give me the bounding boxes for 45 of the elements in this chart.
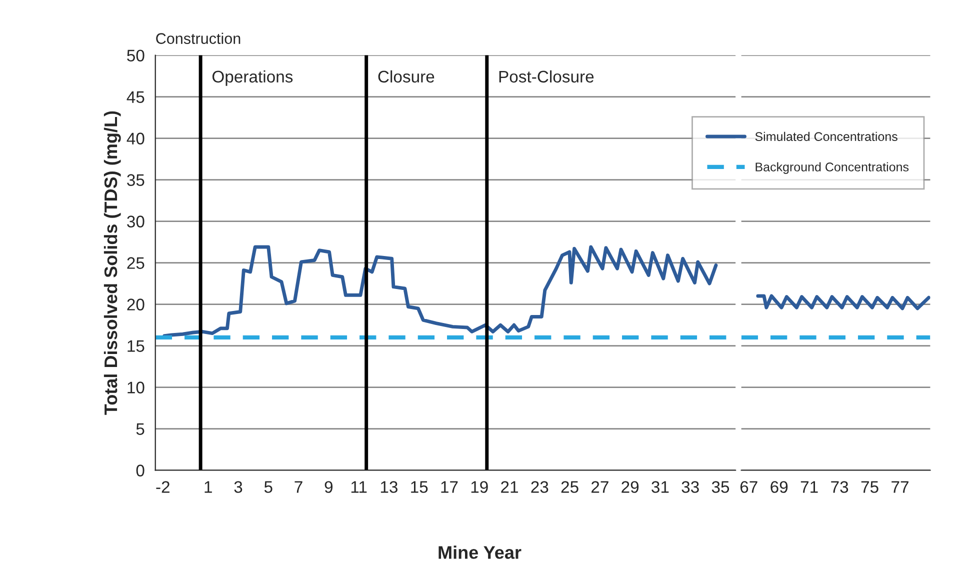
x-tick-label: 17 bbox=[441, 481, 458, 493]
ref-line-label: Post-Closure bbox=[499, 70, 594, 83]
x-tick-label: 23 bbox=[531, 481, 548, 493]
x-tick-label: 35 bbox=[712, 481, 730, 493]
x-tick-label: 33 bbox=[682, 481, 699, 493]
y-tick-label: 10 bbox=[128, 382, 144, 394]
text: Construction bbox=[156, 32, 240, 44]
x-tick-label: 31 bbox=[652, 481, 669, 493]
x-tick-label: 1 bbox=[204, 481, 212, 493]
x-tick-label: 9 bbox=[324, 481, 333, 493]
x-tick-label: 3 bbox=[234, 481, 242, 493]
y-tick-label: 45 bbox=[126, 91, 144, 103]
x-tick-label: 7 bbox=[294, 481, 302, 493]
x-tick-label: 29 bbox=[622, 481, 639, 493]
x-tick-label: 73 bbox=[831, 481, 848, 493]
y-tick-label: 30 bbox=[127, 216, 144, 228]
line-series bbox=[162, 245, 718, 338]
x-tick-label: 67 bbox=[740, 481, 758, 493]
x-tick-label: 5 bbox=[264, 481, 272, 493]
y-tick-label: 35 bbox=[127, 174, 144, 186]
y-tick-label: 5 bbox=[136, 423, 144, 435]
x-axis-title: Mine Year bbox=[438, 546, 522, 559]
y-tick-label: 15 bbox=[128, 340, 144, 352]
y-tick-label: 0 bbox=[136, 464, 144, 476]
x-tick-label: 77 bbox=[892, 481, 908, 493]
ref-line-label: Closure bbox=[378, 70, 434, 83]
legend-label: Background Concentrations bbox=[756, 162, 909, 174]
x-tick-label: 19 bbox=[471, 481, 488, 493]
ref-line-label: Operations bbox=[212, 70, 293, 86]
y-tick-label: 25 bbox=[127, 257, 144, 269]
x-tick-label: 75 bbox=[861, 481, 878, 493]
x-tick-label: 27 bbox=[591, 481, 608, 493]
y-tick-label: 50 bbox=[127, 50, 144, 62]
y-tick-label: 40 bbox=[126, 132, 144, 144]
x-tick-label: 21 bbox=[501, 481, 518, 493]
x-tick-label: 25 bbox=[561, 481, 578, 493]
x-tick-label: 13 bbox=[380, 481, 398, 493]
x-tick-label: 71 bbox=[800, 481, 818, 493]
legend-label: Simulated Concentrations bbox=[755, 132, 898, 142]
x-tick-label: 11 bbox=[351, 481, 367, 493]
x-tick-label: 15 bbox=[411, 481, 428, 493]
y-tick-label: 20 bbox=[127, 298, 144, 310]
x-tick-label: -2 bbox=[156, 481, 170, 493]
y-axis-title: Total Dissolved Solids (TDS) (mg/L) bbox=[104, 111, 121, 415]
x-tick-label: 69 bbox=[770, 481, 788, 493]
